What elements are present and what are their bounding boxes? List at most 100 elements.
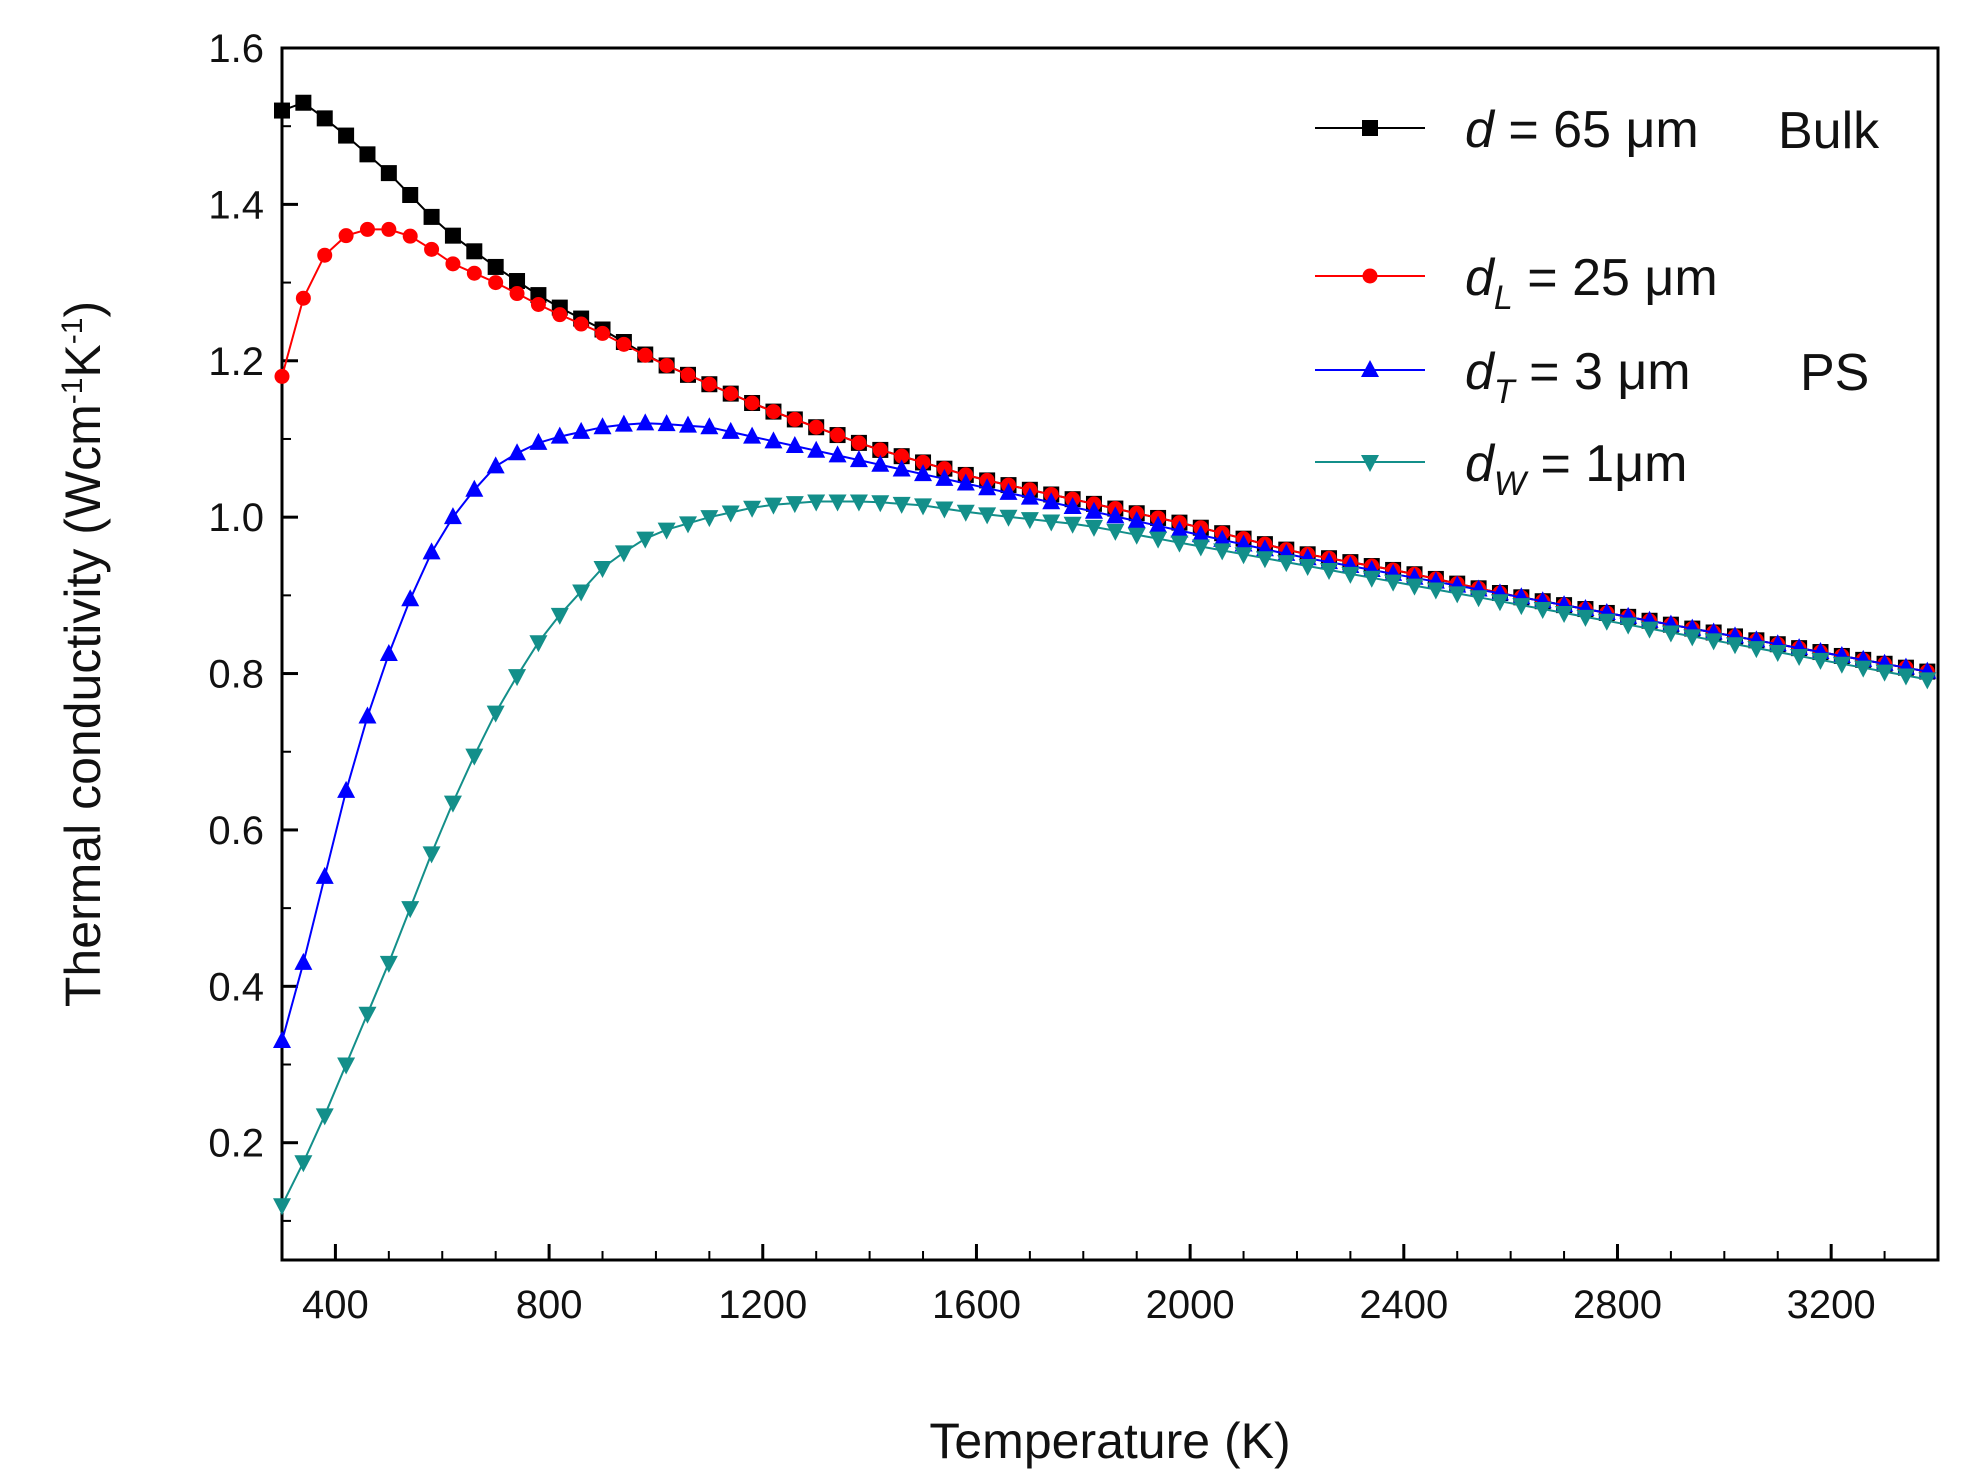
data-point — [1832, 656, 1851, 674]
data-point — [295, 94, 312, 111]
data-point — [550, 607, 569, 625]
data-point — [273, 1198, 291, 1216]
data-point — [936, 461, 952, 477]
legend-label-rest: = 25 μm — [1513, 249, 1718, 307]
data-point — [1341, 566, 1360, 584]
data-point — [657, 414, 676, 432]
data-point — [295, 290, 311, 306]
data-point — [1277, 555, 1296, 573]
y-axis-title-mid: K — [55, 344, 111, 377]
data-point — [274, 102, 290, 119]
data-point — [1063, 496, 1082, 514]
data-point — [935, 468, 954, 486]
data-point — [659, 357, 675, 373]
data-point — [595, 325, 611, 341]
data-point — [358, 1006, 377, 1024]
legend-marker — [1362, 268, 1378, 284]
series-3 — [273, 413, 1937, 1049]
data-point — [1106, 506, 1125, 524]
data-point — [294, 1155, 313, 1173]
series-4 — [273, 494, 1937, 1216]
data-point — [935, 501, 954, 519]
data-point — [614, 414, 633, 432]
data-point — [379, 644, 398, 661]
data-point — [443, 507, 462, 525]
y-axis-title-sup1: -1 — [56, 378, 89, 405]
data-point — [765, 404, 781, 420]
data-point — [1191, 539, 1210, 557]
data-point — [273, 1031, 291, 1049]
data-point — [871, 495, 890, 513]
data-point — [678, 415, 697, 433]
data-point — [700, 510, 719, 528]
data-point — [1084, 519, 1103, 537]
data-point — [744, 395, 760, 411]
data-point — [294, 952, 313, 970]
y-axis-title-end: ) — [55, 301, 111, 318]
data-point — [828, 494, 847, 512]
y-axis-title-main: Thermal conductivity (Wcm — [55, 404, 111, 1007]
y-tick-label: 1.2 — [208, 340, 264, 384]
data-point — [764, 431, 783, 449]
data-point — [1490, 594, 1509, 612]
data-point — [466, 265, 482, 281]
data-point — [1213, 529, 1232, 547]
data-point — [444, 227, 461, 244]
legend-entry-3: dT = 3 μm — [1315, 343, 1691, 411]
data-point — [871, 454, 890, 472]
data-point — [1726, 637, 1745, 655]
data-point — [466, 243, 483, 260]
data-point — [1619, 617, 1638, 635]
data-point — [552, 307, 568, 323]
data-point — [337, 1057, 356, 1075]
data-point — [636, 413, 655, 431]
legend-label-sub: W — [1494, 465, 1529, 503]
legend-label: dT = 3 μm — [1465, 343, 1691, 411]
x-tick-label: 2400 — [1359, 1283, 1448, 1327]
data-point — [1555, 605, 1574, 623]
data-point — [509, 286, 525, 302]
legend-label-sub: L — [1494, 279, 1513, 317]
data-point — [678, 516, 697, 534]
data-point — [915, 454, 931, 470]
data-point — [381, 221, 397, 237]
data-point — [1127, 527, 1146, 545]
data-point — [508, 669, 527, 687]
legend-entry-2: dL = 25 μm — [1315, 249, 1718, 317]
data-point — [1298, 559, 1317, 577]
data-point — [1170, 520, 1189, 538]
data-point — [680, 367, 696, 383]
legend-label: dW = 1μm — [1465, 435, 1687, 503]
legend-marker — [1361, 360, 1379, 377]
data-point — [700, 417, 719, 435]
data-point — [317, 247, 333, 263]
data-point — [1384, 574, 1403, 592]
data-point — [1042, 514, 1061, 532]
data-point — [315, 1108, 334, 1126]
data-point — [465, 748, 484, 766]
data-point — [1661, 625, 1680, 643]
data-point — [894, 448, 910, 464]
data-point — [358, 706, 377, 724]
legend-label-rest: = 1μm — [1526, 435, 1687, 493]
data-point — [316, 110, 333, 127]
data-point — [1918, 672, 1937, 690]
legend-label: dL = 25 μm — [1465, 249, 1718, 317]
data-point — [1790, 648, 1809, 666]
y-tick-label: 1.0 — [208, 496, 264, 540]
data-point — [1448, 586, 1467, 604]
data-point — [956, 504, 975, 522]
data-point — [1362, 570, 1381, 588]
data-point — [872, 442, 888, 458]
y-tick-label: 1.6 — [208, 27, 264, 71]
x-tick-label: 1200 — [718, 1283, 807, 1327]
data-point — [721, 421, 740, 439]
data-point — [1149, 515, 1168, 533]
series-layer — [273, 94, 1937, 1216]
data-point — [657, 522, 676, 540]
data-point — [424, 241, 440, 257]
legend-marker — [1361, 455, 1379, 472]
y-tick-label: 0.2 — [208, 1122, 264, 1166]
data-point — [1576, 609, 1595, 627]
